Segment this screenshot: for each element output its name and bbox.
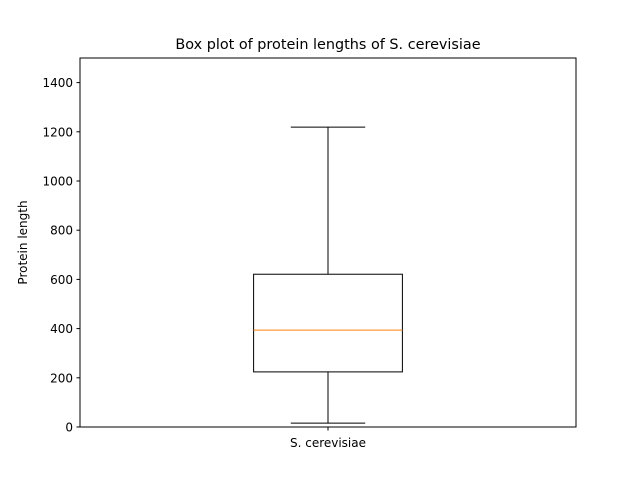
y-tick-label: 200: [50, 371, 73, 385]
box-iqr: [253, 273, 403, 373]
y-axis-label: Protein length: [16, 200, 30, 284]
x-axis-ticks: S. cerevisiae: [290, 427, 366, 450]
plot-frame: [79, 57, 577, 428]
y-tick-label: 400: [50, 322, 73, 336]
box-plot-series: [253, 126, 403, 424]
y-tick-label: 1200: [42, 125, 73, 139]
y-tick-label: 600: [50, 273, 73, 287]
y-tick-label: 1000: [42, 175, 73, 189]
y-tick-label: 800: [50, 224, 73, 238]
chart-title: Box plot of protein lengths of S. cerevi…: [175, 37, 480, 53]
y-tick-label: 0: [65, 421, 73, 435]
x-tick-label: S. cerevisiae: [290, 436, 366, 450]
y-tick-label: 1400: [42, 76, 73, 90]
y-axis-ticks: 0 200 400 600 800 1000 1200 1400: [42, 76, 80, 435]
